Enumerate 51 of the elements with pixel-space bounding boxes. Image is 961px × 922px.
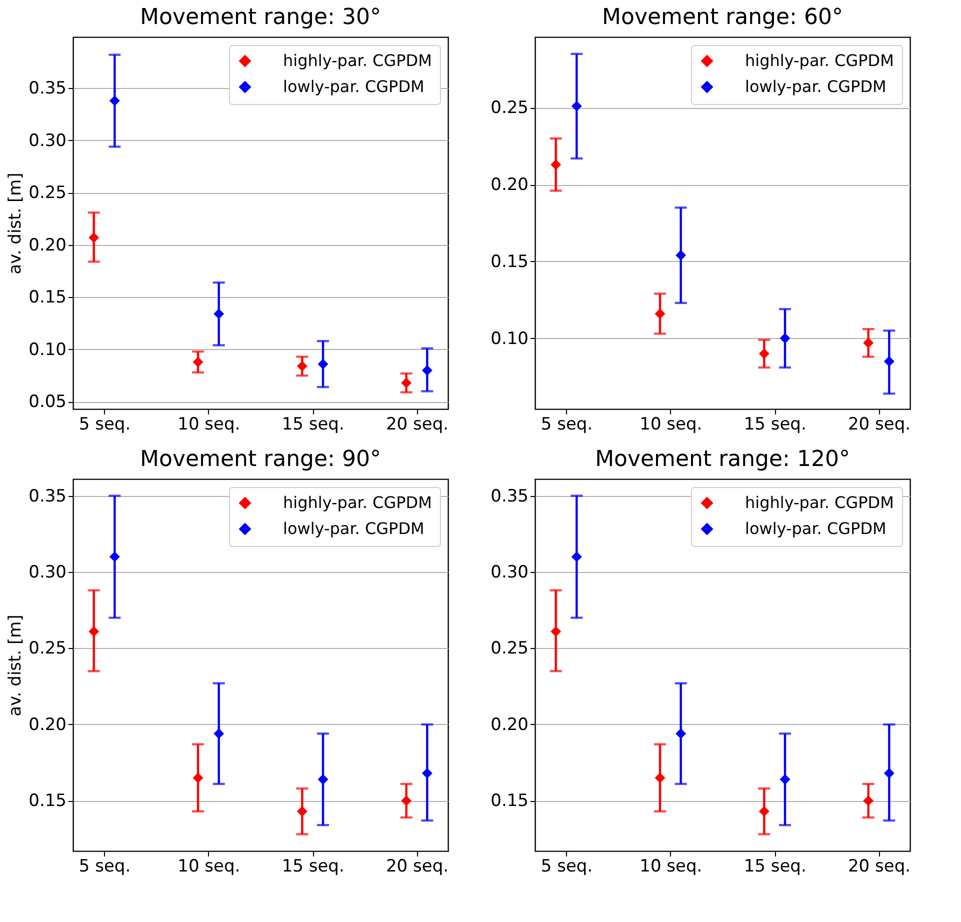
y-tick-label: 0.25 bbox=[28, 183, 66, 204]
y-tick-label: 0.15 bbox=[28, 288, 66, 308]
y-tick-label: 0.25 bbox=[28, 638, 66, 659]
y-axis-title: av. dist. [m] bbox=[6, 614, 26, 716]
x-tick-label: 10 seq. bbox=[178, 414, 240, 434]
y-tick-label: 0.10 bbox=[490, 328, 528, 349]
y-tick-label: 0.35 bbox=[28, 78, 66, 99]
legend-label: lowly-par. CGPDM bbox=[745, 519, 886, 538]
x-tick-label: 10 seq. bbox=[640, 414, 702, 434]
y-tick-label: 0.30 bbox=[490, 562, 528, 582]
x-tick-label: 15 seq. bbox=[744, 856, 806, 876]
y-tick-label: 0.15 bbox=[490, 252, 528, 272]
legend-label: highly-par. CGPDM bbox=[283, 493, 432, 512]
y-tick-label: 0.20 bbox=[28, 714, 66, 735]
y-tick-label: 0.20 bbox=[490, 714, 528, 735]
chart-title: Movement range: 30° bbox=[140, 5, 381, 30]
x-tick-label: 20 seq. bbox=[848, 414, 911, 434]
y-tick-label: 0.15 bbox=[490, 791, 528, 812]
y-tick-label: 0.35 bbox=[490, 486, 528, 506]
y-tick-label: 0.15 bbox=[28, 791, 66, 812]
x-tick-label: 5 seq. bbox=[78, 414, 131, 434]
legend-label: lowly-par. CGPDM bbox=[745, 77, 886, 96]
legend-label: highly-par. CGPDM bbox=[283, 51, 432, 70]
x-tick-label: 5 seq. bbox=[540, 856, 593, 876]
x-tick-label: 20 seq. bbox=[386, 414, 449, 434]
x-tick-label: 15 seq. bbox=[282, 856, 344, 876]
y-tick-label: 0.30 bbox=[28, 562, 66, 582]
x-tick-label: 20 seq. bbox=[848, 856, 911, 876]
y-tick-label: 0.20 bbox=[28, 235, 66, 256]
y-tick-label: 0.30 bbox=[28, 130, 66, 151]
y-tick-label: 0.05 bbox=[28, 392, 66, 412]
x-tick-label: 15 seq. bbox=[744, 414, 806, 434]
x-tick-label: 15 seq. bbox=[282, 414, 344, 434]
legend-label: lowly-par. CGPDM bbox=[283, 519, 424, 538]
y-tick-label: 0.10 bbox=[28, 340, 66, 360]
y-tick-label: 0.35 bbox=[28, 486, 66, 506]
x-tick-label: 10 seq. bbox=[178, 856, 240, 876]
chart-title: Movement range: 60° bbox=[602, 5, 843, 30]
x-tick-label: 5 seq. bbox=[78, 856, 131, 876]
x-tick-label: 5 seq. bbox=[540, 414, 593, 434]
chart-title: Movement range: 90° bbox=[140, 447, 381, 472]
legend-label: highly-par. CGPDM bbox=[745, 493, 894, 512]
y-axis-title: av. dist. [m] bbox=[6, 172, 26, 274]
y-tick-label: 0.25 bbox=[490, 638, 528, 659]
y-tick-label: 0.25 bbox=[490, 98, 528, 118]
chart-title: Movement range: 120° bbox=[595, 447, 850, 472]
x-tick-label: 10 seq. bbox=[640, 856, 702, 876]
x-tick-label: 20 seq. bbox=[386, 856, 449, 876]
legend-label: highly-par. CGPDM bbox=[745, 51, 894, 70]
y-tick-label: 0.20 bbox=[490, 175, 528, 196]
legend-label: lowly-par. CGPDM bbox=[283, 77, 424, 96]
